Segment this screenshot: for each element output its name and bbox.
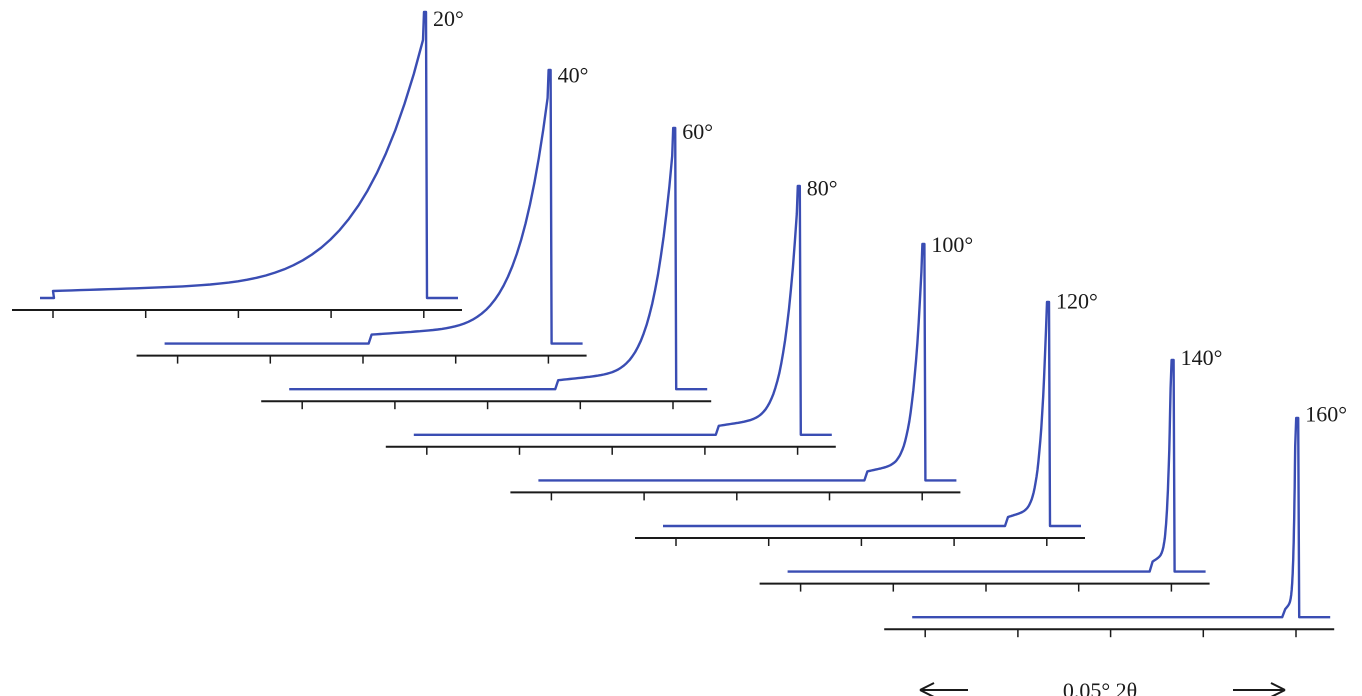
profile-curve [912, 416, 1331, 619]
profile-panel: 140° [759, 345, 1223, 592]
series-label: 20° [433, 6, 464, 31]
scale-bar-label: 0.05° 2θ [1063, 678, 1137, 696]
profile-curve [663, 300, 1081, 528]
profile-panel: 80° [385, 176, 838, 455]
series-label: 120° [1056, 289, 1098, 314]
profile-panel: 120° [635, 289, 1098, 546]
profile-curve [164, 68, 583, 345]
series-label: 160° [1305, 402, 1347, 427]
profile-curve [787, 358, 1206, 573]
profile-panel: 100° [510, 232, 973, 501]
scale-bar: 0.05° 2θ [919, 678, 1286, 696]
series-label: 80° [807, 176, 838, 201]
profile-panel: 160° [884, 402, 1347, 638]
series-label: 40° [558, 63, 589, 88]
profile-curve [289, 126, 708, 391]
stacked-profiles: 20° 40° 60° 80° 100° 120° 140° 160° [12, 6, 1347, 638]
profile-panel: 60° [261, 119, 713, 410]
profile-curve [40, 10, 458, 300]
series-label: 60° [682, 119, 713, 144]
profile-panel: 20° [12, 6, 464, 318]
series-label: 100° [931, 232, 973, 257]
profile-curve [413, 184, 832, 436]
profile-curve [538, 242, 957, 482]
series-label: 140° [1181, 345, 1223, 370]
profile-panel: 40° [136, 63, 589, 364]
